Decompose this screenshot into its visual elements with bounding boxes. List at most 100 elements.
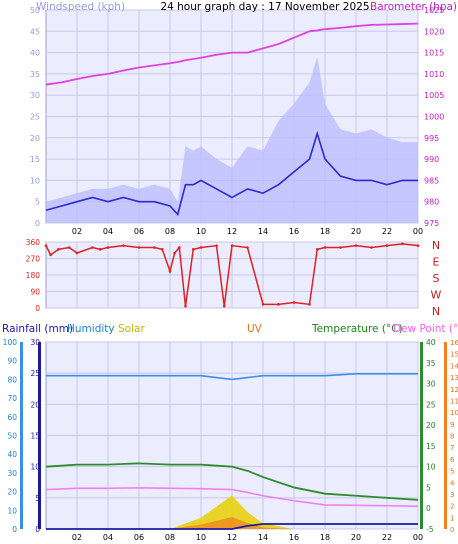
humidity-tick-label: 30: [7, 469, 17, 478]
time-tick-label: 02: [72, 227, 82, 236]
temperature-label: Temperature (°C): [311, 323, 403, 335]
dewpoint-tick-label: 9: [450, 421, 454, 429]
dewpoint-tick-label: 5: [450, 468, 454, 476]
wind-direction-point: [339, 246, 342, 249]
wind-direction-point: [199, 246, 203, 249]
wind-direction-point: [184, 304, 187, 308]
wind-direction-point: [401, 242, 404, 246]
time-tick-label: 18: [320, 227, 330, 236]
wind-direction-point: [261, 303, 265, 306]
bottom-series-group: [45, 372, 419, 530]
barometer-tick-label: 1005: [424, 91, 444, 100]
wind-direction-point: [416, 244, 420, 247]
dewpoint-tick-label: 4: [450, 479, 455, 487]
dewpoint-tick-label: 1: [450, 514, 454, 522]
rainfall-tick-label: 10: [30, 463, 40, 472]
barometer-tick-label: 1015: [424, 49, 444, 58]
wind-direction-point: [44, 244, 48, 247]
bottom-axis-bars: [20, 342, 447, 529]
wind-direction-point: [315, 248, 319, 251]
wind-direction-point: [75, 251, 79, 255]
compass-label: W: [431, 289, 442, 302]
wind-direction-point: [49, 253, 52, 257]
bottom-time-tick-label: 18: [320, 533, 330, 542]
uv-area: [46, 517, 418, 529]
dewpoint-tick-label: 12: [450, 386, 458, 394]
top-series-group: [45, 22, 419, 223]
windspeed-tick-label: 25: [30, 113, 40, 122]
humidity-tick-label: 10: [7, 506, 17, 515]
barometer-tick-label: 1000: [424, 113, 444, 122]
wind-direction-point: [191, 248, 195, 251]
dewpoint-axis-bar: [444, 342, 447, 529]
bottom-time-tick-label: 04: [103, 533, 113, 542]
wind-direction-point: [91, 246, 94, 249]
bottom-time-tick-label: 06: [134, 533, 144, 542]
rainfall-tick-label: 0: [35, 525, 40, 534]
dewpoint-tick-label: 7: [450, 444, 454, 452]
barometer-tick-label: 985: [424, 176, 439, 185]
windspeed-tick-label: 5: [35, 198, 40, 207]
wind-direction-point: [168, 270, 172, 273]
rainfall-tick-label: 15: [30, 432, 40, 441]
humidity-tick-label: 40: [7, 450, 17, 459]
solar-area: [46, 495, 418, 529]
wind-direction-point: [323, 246, 327, 249]
dewpoint-tick-label: 2: [450, 503, 454, 511]
wind-direction-point: [246, 246, 249, 249]
wind-direction-point: [230, 244, 234, 247]
temperature-tick-label: 30: [426, 380, 436, 389]
rainfall-line: [46, 523, 418, 530]
wind-direction-line: [45, 243, 419, 307]
compass-label: N: [432, 239, 440, 252]
dewpoint-tick-label: 13: [450, 374, 458, 382]
barometer-tick-label: 1025: [424, 6, 444, 15]
dewpoint-label: Dew Point (°C): [393, 323, 458, 335]
humidity-tick-label: 70: [7, 394, 17, 403]
humidity-tick-label: 80: [7, 375, 17, 384]
barometer-axis-label: Barometer (hpa): [370, 1, 457, 13]
barometer-tick-label: 980: [424, 198, 439, 207]
humidity-tick-label: 20: [7, 488, 17, 497]
wind-direction-point: [215, 244, 218, 247]
bottom-tick-labels: 0102030405060708090100051015202530-50510…: [3, 338, 458, 542]
wind-direction-point: [370, 246, 373, 249]
time-tick-label: 08: [165, 227, 175, 236]
windspeed-tick-label: 0: [35, 219, 40, 228]
windspeed-tick-label: 50: [30, 6, 40, 15]
direction-degree-tick: 180: [26, 271, 41, 280]
dewpoint-tick-label: 8: [450, 433, 454, 441]
wind-direction-point: [98, 248, 102, 251]
humidity-tick-label: 90: [7, 357, 17, 366]
direction-degree-tick: 270: [26, 255, 41, 264]
wind-direction-point: [153, 246, 156, 249]
wind-direction-point: [292, 301, 296, 304]
direction-series-group: [44, 242, 420, 308]
windspeed-tick-label: 20: [30, 134, 40, 143]
bottom-time-tick-label: 02: [72, 533, 82, 542]
dewpoint-tick-label: 10: [450, 409, 458, 417]
humidity-tick-label: 0: [12, 525, 17, 534]
wind-direction-point: [308, 303, 311, 306]
dewpoint-tick-label: 14: [450, 362, 458, 370]
temperature-tick-label: 10: [426, 463, 436, 472]
rainfall-tick-label: 25: [30, 369, 40, 378]
wind-direction-point: [106, 246, 110, 249]
time-tick-label: 04: [103, 227, 113, 236]
compass-label: N: [432, 305, 440, 318]
windspeed-tick-label: 15: [30, 155, 40, 164]
windspeed-avg-line: [45, 130, 418, 217]
dewpoint-tick-label: 11: [450, 397, 458, 405]
windspeed-tick-label: 30: [30, 91, 40, 100]
rainfall-tick-label: 5: [35, 494, 40, 503]
wind-direction-point: [222, 304, 226, 308]
temperature-line: [45, 462, 419, 501]
solar-label: Solar: [118, 323, 145, 335]
bottom-time-tick-label: 22: [382, 533, 392, 542]
windspeed-tick-label: 10: [30, 176, 40, 185]
wind-direction-point: [173, 251, 176, 255]
humidity-tick-label: 50: [7, 432, 17, 441]
wind-direction-point: [67, 246, 71, 249]
